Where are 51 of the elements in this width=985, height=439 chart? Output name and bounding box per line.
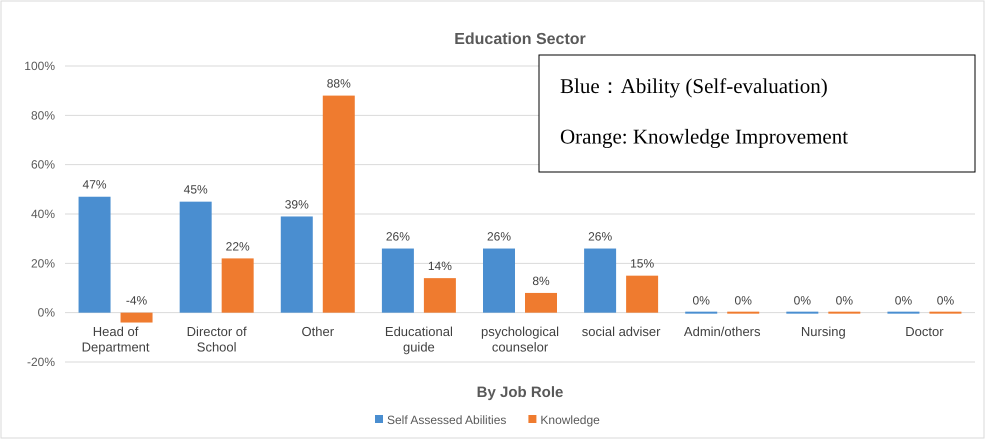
x-tick-label: Head of Department: [82, 324, 150, 355]
bar: [626, 276, 658, 313]
bar: [322, 96, 355, 313]
data-label: 26%: [588, 230, 612, 244]
y-tick-label: 20%: [30, 256, 56, 270]
bar: [280, 216, 313, 313]
bar: [78, 196, 111, 313]
data-label: 26%: [386, 230, 410, 244]
y-tick-label: 60%: [30, 158, 56, 172]
bar: [483, 248, 515, 313]
bar: [120, 312, 153, 323]
x-tick-label: Nursing: [800, 324, 846, 339]
x-tick-label: Admin/others: [684, 324, 762, 339]
y-tick-label: 40%: [30, 207, 56, 221]
data-label: 0%: [692, 294, 710, 308]
y-tick-label: -20%: [26, 355, 56, 369]
bar: [222, 258, 254, 313]
x-axis-title: By Job Role: [476, 384, 564, 401]
data-label: 15%: [630, 256, 654, 271]
data-label: 47%: [82, 178, 107, 192]
x-tick-label: Director of School: [186, 324, 248, 355]
x-tick-label: Educational guide: [384, 324, 453, 355]
data-label: 0%: [794, 294, 812, 308]
x-tick-label: psychological counselor: [480, 324, 560, 355]
y-tick-label: 100%: [24, 59, 56, 73]
x-tick-label: social adviser: [582, 324, 662, 339]
data-label: 8%: [532, 274, 550, 288]
data-label: 0%: [836, 294, 854, 308]
data-label: 88%: [326, 76, 352, 91]
bar: [382, 248, 414, 313]
data-label: 0%: [936, 294, 954, 308]
data-label: -4%: [126, 294, 148, 308]
y-tick-label: 0%: [38, 306, 56, 320]
legend-label: Self Assessed Abilities: [387, 413, 506, 427]
data-label: 14%: [428, 259, 452, 274]
data-label: 22%: [226, 239, 250, 254]
bar: [180, 202, 212, 313]
x-tick-label: Other: [302, 324, 335, 339]
text: Blue：Ability (Self-evaluation) Orange: Knowledge Improvement: [560, 74, 848, 148]
chart-title: Education Sector: [454, 31, 586, 48]
data-label: 39%: [284, 197, 310, 212]
data-label: 0%: [894, 294, 912, 308]
x-tick-label: Doctor: [905, 324, 944, 339]
bar: [584, 248, 616, 313]
legend-label: Knowledge: [540, 413, 600, 427]
y-tick-label: 80%: [30, 108, 56, 122]
bar: [525, 292, 557, 313]
data-label: 45%: [184, 182, 208, 197]
data-label: 26%: [486, 230, 512, 244]
bar: [424, 278, 456, 313]
data-label: 0%: [734, 294, 752, 308]
